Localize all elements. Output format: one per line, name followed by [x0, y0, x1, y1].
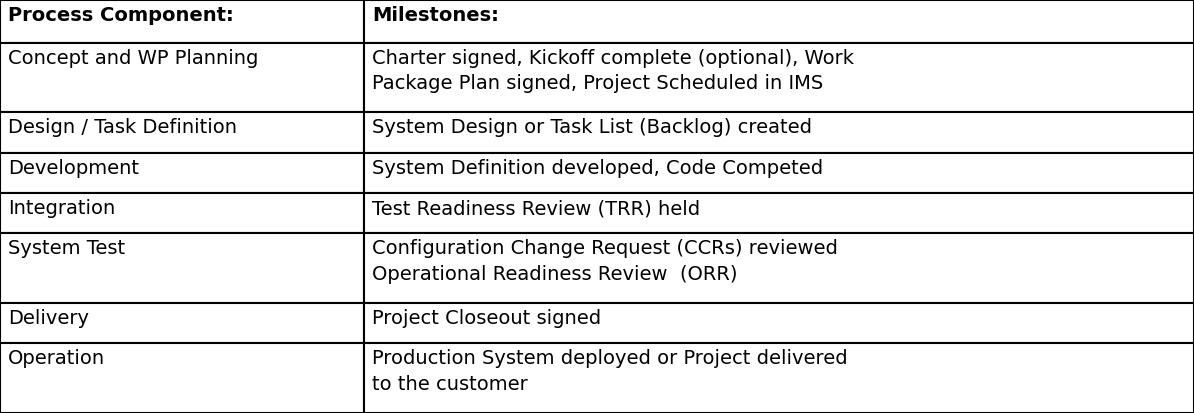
Text: Project Closeout signed: Project Closeout signed: [373, 309, 602, 328]
Bar: [364, 344, 1194, 413]
Text: Charter signed, Kickoff complete (optional), Work
Package Plan signed, Project S: Charter signed, Kickoff complete (option…: [373, 49, 854, 93]
Bar: [0, 43, 364, 112]
Bar: [364, 193, 1194, 233]
Text: Configuration Change Request (CCRs) reviewed
Operational Readiness Review  (ORR): Configuration Change Request (CCRs) revi…: [373, 240, 838, 284]
Bar: [364, 112, 1194, 153]
Bar: [0, 344, 364, 413]
Bar: [364, 43, 1194, 112]
Text: System Test: System Test: [8, 240, 125, 259]
Bar: [364, 0, 1194, 43]
Text: Concept and WP Planning: Concept and WP Planning: [8, 49, 258, 68]
Text: System Design or Task List (Backlog) created: System Design or Task List (Backlog) cre…: [373, 118, 812, 137]
Bar: [0, 193, 364, 233]
Text: Production System deployed or Project delivered
to the customer: Production System deployed or Project de…: [373, 349, 848, 394]
Text: System Definition developed, Code Competed: System Definition developed, Code Compet…: [373, 159, 824, 178]
Bar: [364, 303, 1194, 344]
Bar: [0, 0, 364, 43]
Bar: [0, 233, 364, 303]
Text: Milestones:: Milestones:: [373, 6, 499, 25]
Text: Delivery: Delivery: [8, 309, 90, 328]
Text: Test Readiness Review (TRR) held: Test Readiness Review (TRR) held: [373, 199, 701, 218]
Text: Development: Development: [8, 159, 139, 178]
Text: Process Component:: Process Component:: [8, 6, 234, 25]
Bar: [0, 303, 364, 344]
Text: Operation: Operation: [8, 349, 105, 368]
Bar: [364, 233, 1194, 303]
Text: Integration: Integration: [8, 199, 116, 218]
Bar: [0, 153, 364, 193]
Bar: [364, 153, 1194, 193]
Text: Design / Task Definition: Design / Task Definition: [8, 118, 236, 137]
Bar: [0, 112, 364, 153]
